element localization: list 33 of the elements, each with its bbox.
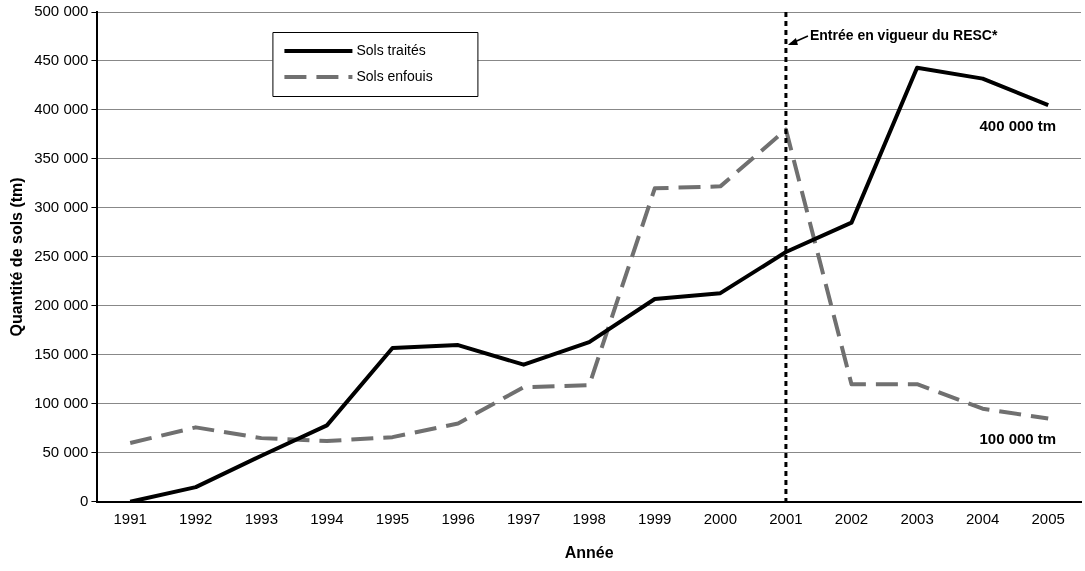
y-tick-label: 450 000: [34, 51, 89, 69]
x-tick-label: 1993: [244, 509, 279, 527]
ref-line-label: Entrée en vigueur du RESC*: [809, 26, 998, 43]
x-tick-label: 1996: [441, 509, 475, 527]
legend-label: Sols traités: [356, 41, 426, 58]
y-tick-label: 200 000: [34, 296, 89, 314]
y-tick-label: 500 000: [34, 2, 89, 20]
x-tick-label: 2001: [769, 509, 803, 527]
y-tick-label: 300 000: [34, 198, 89, 216]
y-tick-label: 100 000: [34, 393, 89, 411]
x-tick-label: 1999: [638, 509, 672, 527]
x-tick-label: 1994: [310, 509, 344, 527]
y-tick-label: 50 000: [42, 442, 89, 460]
annotation: 100 000 tm: [979, 430, 1057, 448]
x-tick-label: 1997: [506, 509, 541, 527]
x-tick-label: 2000: [703, 509, 738, 527]
x-tick-label: 2004: [965, 509, 1000, 527]
x-axis-title: Année: [564, 543, 614, 561]
y-axis-title: Quantité de sols (tm): [8, 177, 26, 337]
annotation: 400 000 tm: [979, 116, 1057, 134]
x-tick-label: 1991: [113, 509, 147, 527]
x-tick-label: 1998: [572, 509, 606, 527]
x-tick-label: 1992: [179, 509, 213, 527]
y-tick-label: 250 000: [34, 247, 89, 265]
x-tick-label: 1995: [375, 509, 410, 527]
y-tick-label: 350 000: [34, 149, 89, 167]
x-tick-label: 2002: [834, 509, 869, 527]
legend-label: Sols enfouis: [356, 67, 433, 84]
x-tick-label: 2003: [900, 509, 934, 527]
y-tick-label: 400 000: [34, 100, 89, 118]
y-tick-label: 0: [80, 491, 89, 509]
y-tick-label: 150 000: [34, 345, 89, 362]
x-tick-label: 2005: [1031, 509, 1065, 527]
